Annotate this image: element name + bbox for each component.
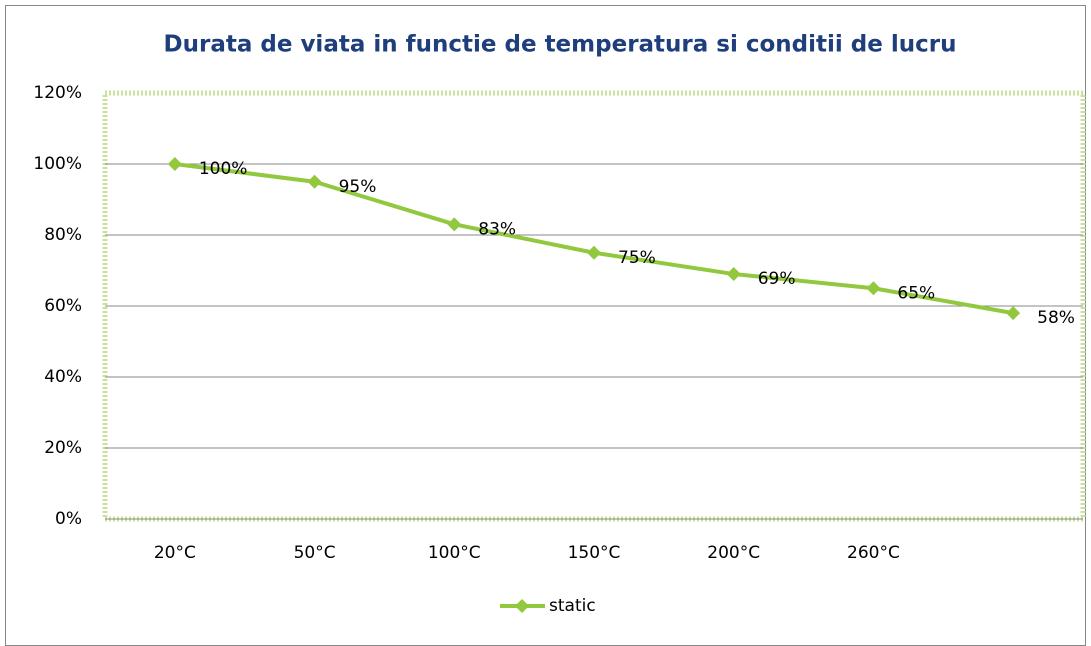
y-tick-label: 60% (44, 296, 82, 316)
legend-marker (515, 599, 529, 613)
x-tick-label: 200°C (707, 543, 760, 563)
data-point (587, 245, 601, 260)
data-label: 69% (758, 269, 796, 289)
y-tick-label: 80% (44, 225, 82, 245)
y-tick-label: 40% (44, 367, 82, 387)
data-point (447, 217, 462, 232)
data-point (307, 174, 322, 189)
data-point (726, 267, 741, 282)
data-point (866, 281, 881, 296)
x-tick-label: 100°C (428, 543, 481, 563)
y-tick-label: 120% (33, 83, 82, 103)
y-tick-label: 20% (44, 438, 82, 458)
x-tick-label: 150°C (568, 543, 621, 563)
chart-title: Durata de viata in functie de temperatur… (164, 32, 957, 58)
x-tick-label: 260°C (847, 543, 900, 563)
x-tick-label: 20°C (154, 543, 196, 563)
data-label: 75% (618, 248, 656, 268)
y-tick-label: 0% (55, 509, 82, 529)
data-label: 65% (897, 283, 935, 303)
legend-label: static (549, 596, 596, 616)
data-point (167, 157, 182, 171)
x-tick-label: 50°C (294, 543, 336, 563)
data-label: 83% (478, 219, 516, 239)
data-label: 100% (199, 159, 248, 179)
data-label: 58% (1037, 308, 1075, 328)
data-point (1006, 306, 1021, 321)
data-label: 95% (339, 177, 377, 197)
y-tick-label: 100% (33, 154, 82, 174)
chart-border (5, 5, 1086, 646)
